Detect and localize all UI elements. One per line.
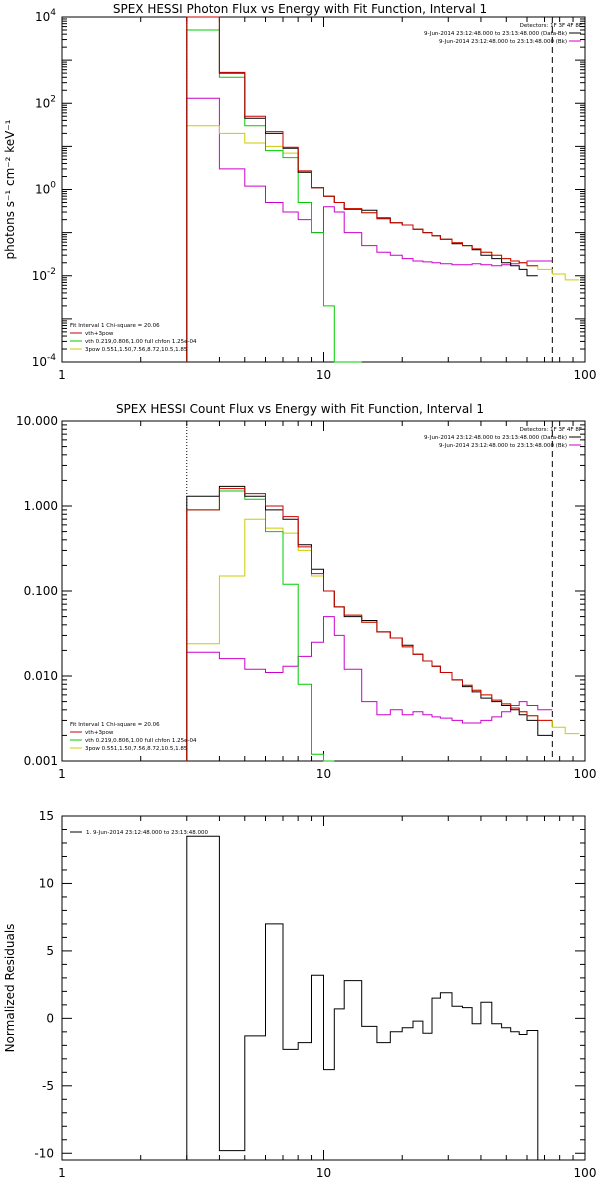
series-data-line — [186, 16, 538, 362]
legend-detectors-label: Detectors: 1F 3F 4F 8F — [520, 427, 582, 433]
y-axis-label: Normalized Residuals — [3, 924, 17, 1053]
y-tick-label: -5 — [42, 1079, 54, 1093]
legend-detectors-label: Detectors: 1F 3F 4F 8F — [520, 23, 582, 29]
x-tick-label: 100 — [574, 1166, 597, 1180]
legend-interval-label: 1. 9-Jun-2014 23:12:48.000 to 23:13:48.0… — [86, 830, 209, 836]
y-tick-label: 0.010 — [24, 669, 58, 683]
chart-title: SPEX HESSI Count Flux vs Energy with Fit… — [116, 402, 484, 416]
x-tick-label: 10 — [316, 368, 331, 382]
legend-component-label: vth+3pow — [85, 331, 114, 337]
x-tick-label: 1 — [58, 368, 66, 382]
x-tick-label: 10 — [316, 1166, 331, 1180]
legend-interval-label: 9-Jun-2014 23:12:48.000 to 23:13:48.000 … — [439, 443, 567, 449]
y-tick-label: 15 — [39, 809, 54, 823]
y-tick-label: 0.100 — [24, 584, 58, 598]
legend-component-label: 3pow 0.551,1.50,7.56,8.72,10.5,1.85 — [85, 746, 188, 752]
legend-fit-header: Fit Interval 1 Chi-square = 20.06 — [70, 323, 160, 329]
y-tick-label: 10 — [39, 876, 54, 890]
y-tick-label: 104 — [35, 8, 56, 24]
legend-component-label: vth 0.219,0.806,1.00 full chfon 1.25e-04 — [85, 339, 197, 345]
legend-component-label: 3pow 0.551,1.50,7.56,8.72,10.5,1.85 — [85, 347, 188, 353]
series-3pow-line — [186, 518, 580, 761]
series-data-line — [186, 485, 553, 761]
x-tick-label: 1 — [58, 1166, 66, 1180]
y-tick-label: 5 — [46, 944, 54, 958]
legend-interval-label: 9-Jun-2014 23:12:48.000 to 23:13:48.000 … — [439, 39, 567, 45]
series-vth-line — [186, 490, 335, 762]
x-tick-label: 100 — [574, 767, 597, 781]
legend-component-label: vth 0.219,0.806,1.00 full chfon 1.25e-04 — [85, 738, 197, 744]
panel-3 — [61, 815, 586, 1161]
y-tick-label: 0.001 — [24, 754, 58, 768]
series-vth-line — [186, 29, 362, 363]
series-vth-3pow-line — [186, 16, 538, 362]
residuals-line — [186, 835, 539, 1160]
y-tick-label: 102 — [35, 94, 56, 110]
y-tick-label: 1.000 — [24, 499, 58, 513]
x-tick-label: 1 — [58, 767, 66, 781]
series-vth-3pow-line — [186, 488, 553, 761]
series-bk-line — [186, 97, 553, 362]
legend-interval-label: 9-Jun-2014 23:12:48.000 to 23:13:48.000 … — [424, 435, 567, 441]
series-bk-line — [186, 616, 553, 761]
y-tick-label: 10-2 — [32, 267, 56, 283]
y-tick-label: 0 — [46, 1011, 54, 1025]
x-tick-label: 10 — [316, 767, 331, 781]
legend-fit-header: Fit Interval 1 Chi-square = 20.06 — [70, 722, 160, 728]
legend-interval-label: 9-Jun-2014 23:12:48.000 to 23:13:48.000 … — [424, 31, 567, 37]
y-axis-label: photons s⁻¹ cm⁻² keV⁻¹ — [3, 119, 17, 259]
chart-title: SPEX HESSI Photon Flux vs Energy with Fi… — [113, 2, 487, 16]
series-3pow-line — [186, 125, 580, 362]
y-tick-label: 10.000 — [16, 414, 58, 428]
y-tick-label: -10 — [34, 1146, 54, 1160]
y-tick-label: 10-4 — [32, 353, 57, 369]
legend-component-label: vth+3pow — [85, 730, 114, 736]
y-tick-label: 100 — [35, 181, 56, 197]
x-tick-label: 100 — [574, 368, 597, 382]
